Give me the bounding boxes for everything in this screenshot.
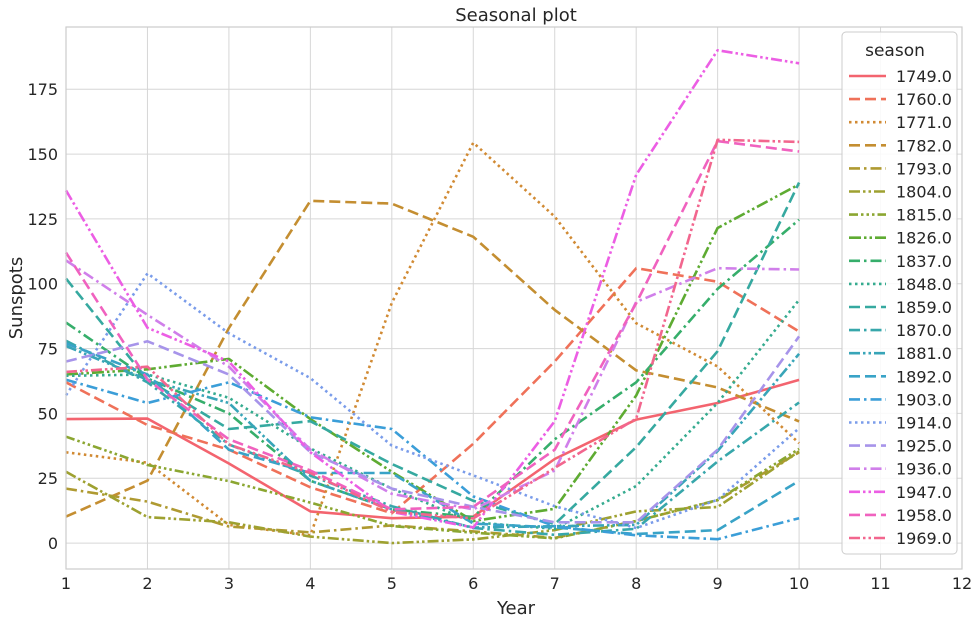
series-line-1760.0 [65, 266, 800, 515]
series-line-1892.0 [65, 342, 800, 536]
series-line-1815.0 [65, 435, 800, 540]
legend-label: 1771.0 [896, 113, 952, 132]
x-tick-labels: 1 2 3 4 5 6 7 8 9 10 11 12 [61, 574, 972, 593]
y-tick-label: 175 [27, 80, 58, 99]
legend-label: 1903.0 [896, 390, 952, 409]
legend-label: 1925.0 [896, 437, 952, 456]
y-tick-label: 50 [38, 404, 58, 423]
legend-label: 1892.0 [896, 367, 952, 386]
legend-box [841, 31, 958, 555]
series-line-1958.0 [64, 139, 800, 511]
legend-title: season [865, 41, 925, 61]
x-tick-label: 2 [142, 574, 152, 593]
legend-label: 1848.0 [896, 275, 952, 294]
y-tick-label: 100 [27, 275, 58, 294]
y-tick-label: 150 [27, 145, 58, 164]
series-line-1947.0 [64, 48, 800, 529]
y-tick-label: 0 [48, 534, 58, 553]
legend-label: 1826.0 [896, 229, 952, 248]
series-line-1936.0 [65, 259, 800, 511]
legend-label: 1804.0 [896, 183, 952, 202]
plot-frame [65, 26, 963, 570]
legend-label: 1969.0 [896, 529, 952, 548]
x-tick-label: 10 [789, 574, 809, 593]
series-line-1925.0 [65, 335, 801, 524]
series-line-1837.0 [65, 218, 800, 519]
series-line-1903.0 [65, 378, 800, 541]
legend-label: 1958.0 [896, 506, 952, 525]
legend-label: 1793.0 [896, 159, 952, 178]
x-axis-label: Year [496, 598, 536, 619]
x-tick-label: 6 [468, 574, 478, 593]
chart-title: Seasonal plot [455, 5, 577, 26]
x-tick-label: 1 [61, 574, 71, 593]
y-axis-label: Sunspots [6, 257, 27, 340]
series-line-1859.0 [64, 182, 801, 526]
series-line-1881.0 [65, 344, 801, 529]
series-line-1870.0 [65, 339, 800, 537]
series-line-1771.0 [65, 141, 800, 537]
y-tick-label: 25 [38, 469, 58, 488]
legend-label: 1870.0 [896, 321, 952, 340]
x-tick-label: 11 [870, 574, 890, 593]
y-tick-labels: 0 25 50 75 100 125 150 175 [27, 80, 58, 553]
x-tick-label: 12 [952, 574, 972, 593]
legend-label: 1947.0 [896, 483, 952, 502]
x-tick-label: 8 [631, 574, 641, 593]
legend-items: 1749.0 1760.0 1771.0 1782.0 1793.0 1804.0 1815… [849, 67, 952, 548]
legend-label: 1760.0 [896, 90, 952, 109]
x-tick-label: 9 [713, 574, 723, 593]
series-line-1782.0 [65, 199, 800, 518]
x-tick-label: 3 [224, 574, 234, 593]
y-tick-label: 75 [38, 340, 58, 359]
legend-label: 1749.0 [896, 67, 952, 86]
legend-label: 1782.0 [896, 136, 952, 155]
legend-label: 1815.0 [896, 206, 952, 225]
legend-label: 1914.0 [896, 414, 952, 433]
y-tick-label: 125 [27, 210, 58, 229]
x-tick-label: 5 [387, 574, 397, 593]
x-tick-label: 4 [305, 574, 315, 593]
x-tick-label: 7 [550, 574, 560, 593]
legend-label: 1837.0 [896, 252, 952, 271]
series-lines [64, 48, 801, 545]
legend-label: 1859.0 [896, 298, 952, 317]
legend: season 1749.0 1760.0 1771.0 1782.0 1793.0 180… [841, 31, 958, 555]
legend-label: 1936.0 [896, 460, 952, 479]
legend-label: 1881.0 [896, 344, 952, 363]
series-line-1848.0 [65, 298, 801, 531]
